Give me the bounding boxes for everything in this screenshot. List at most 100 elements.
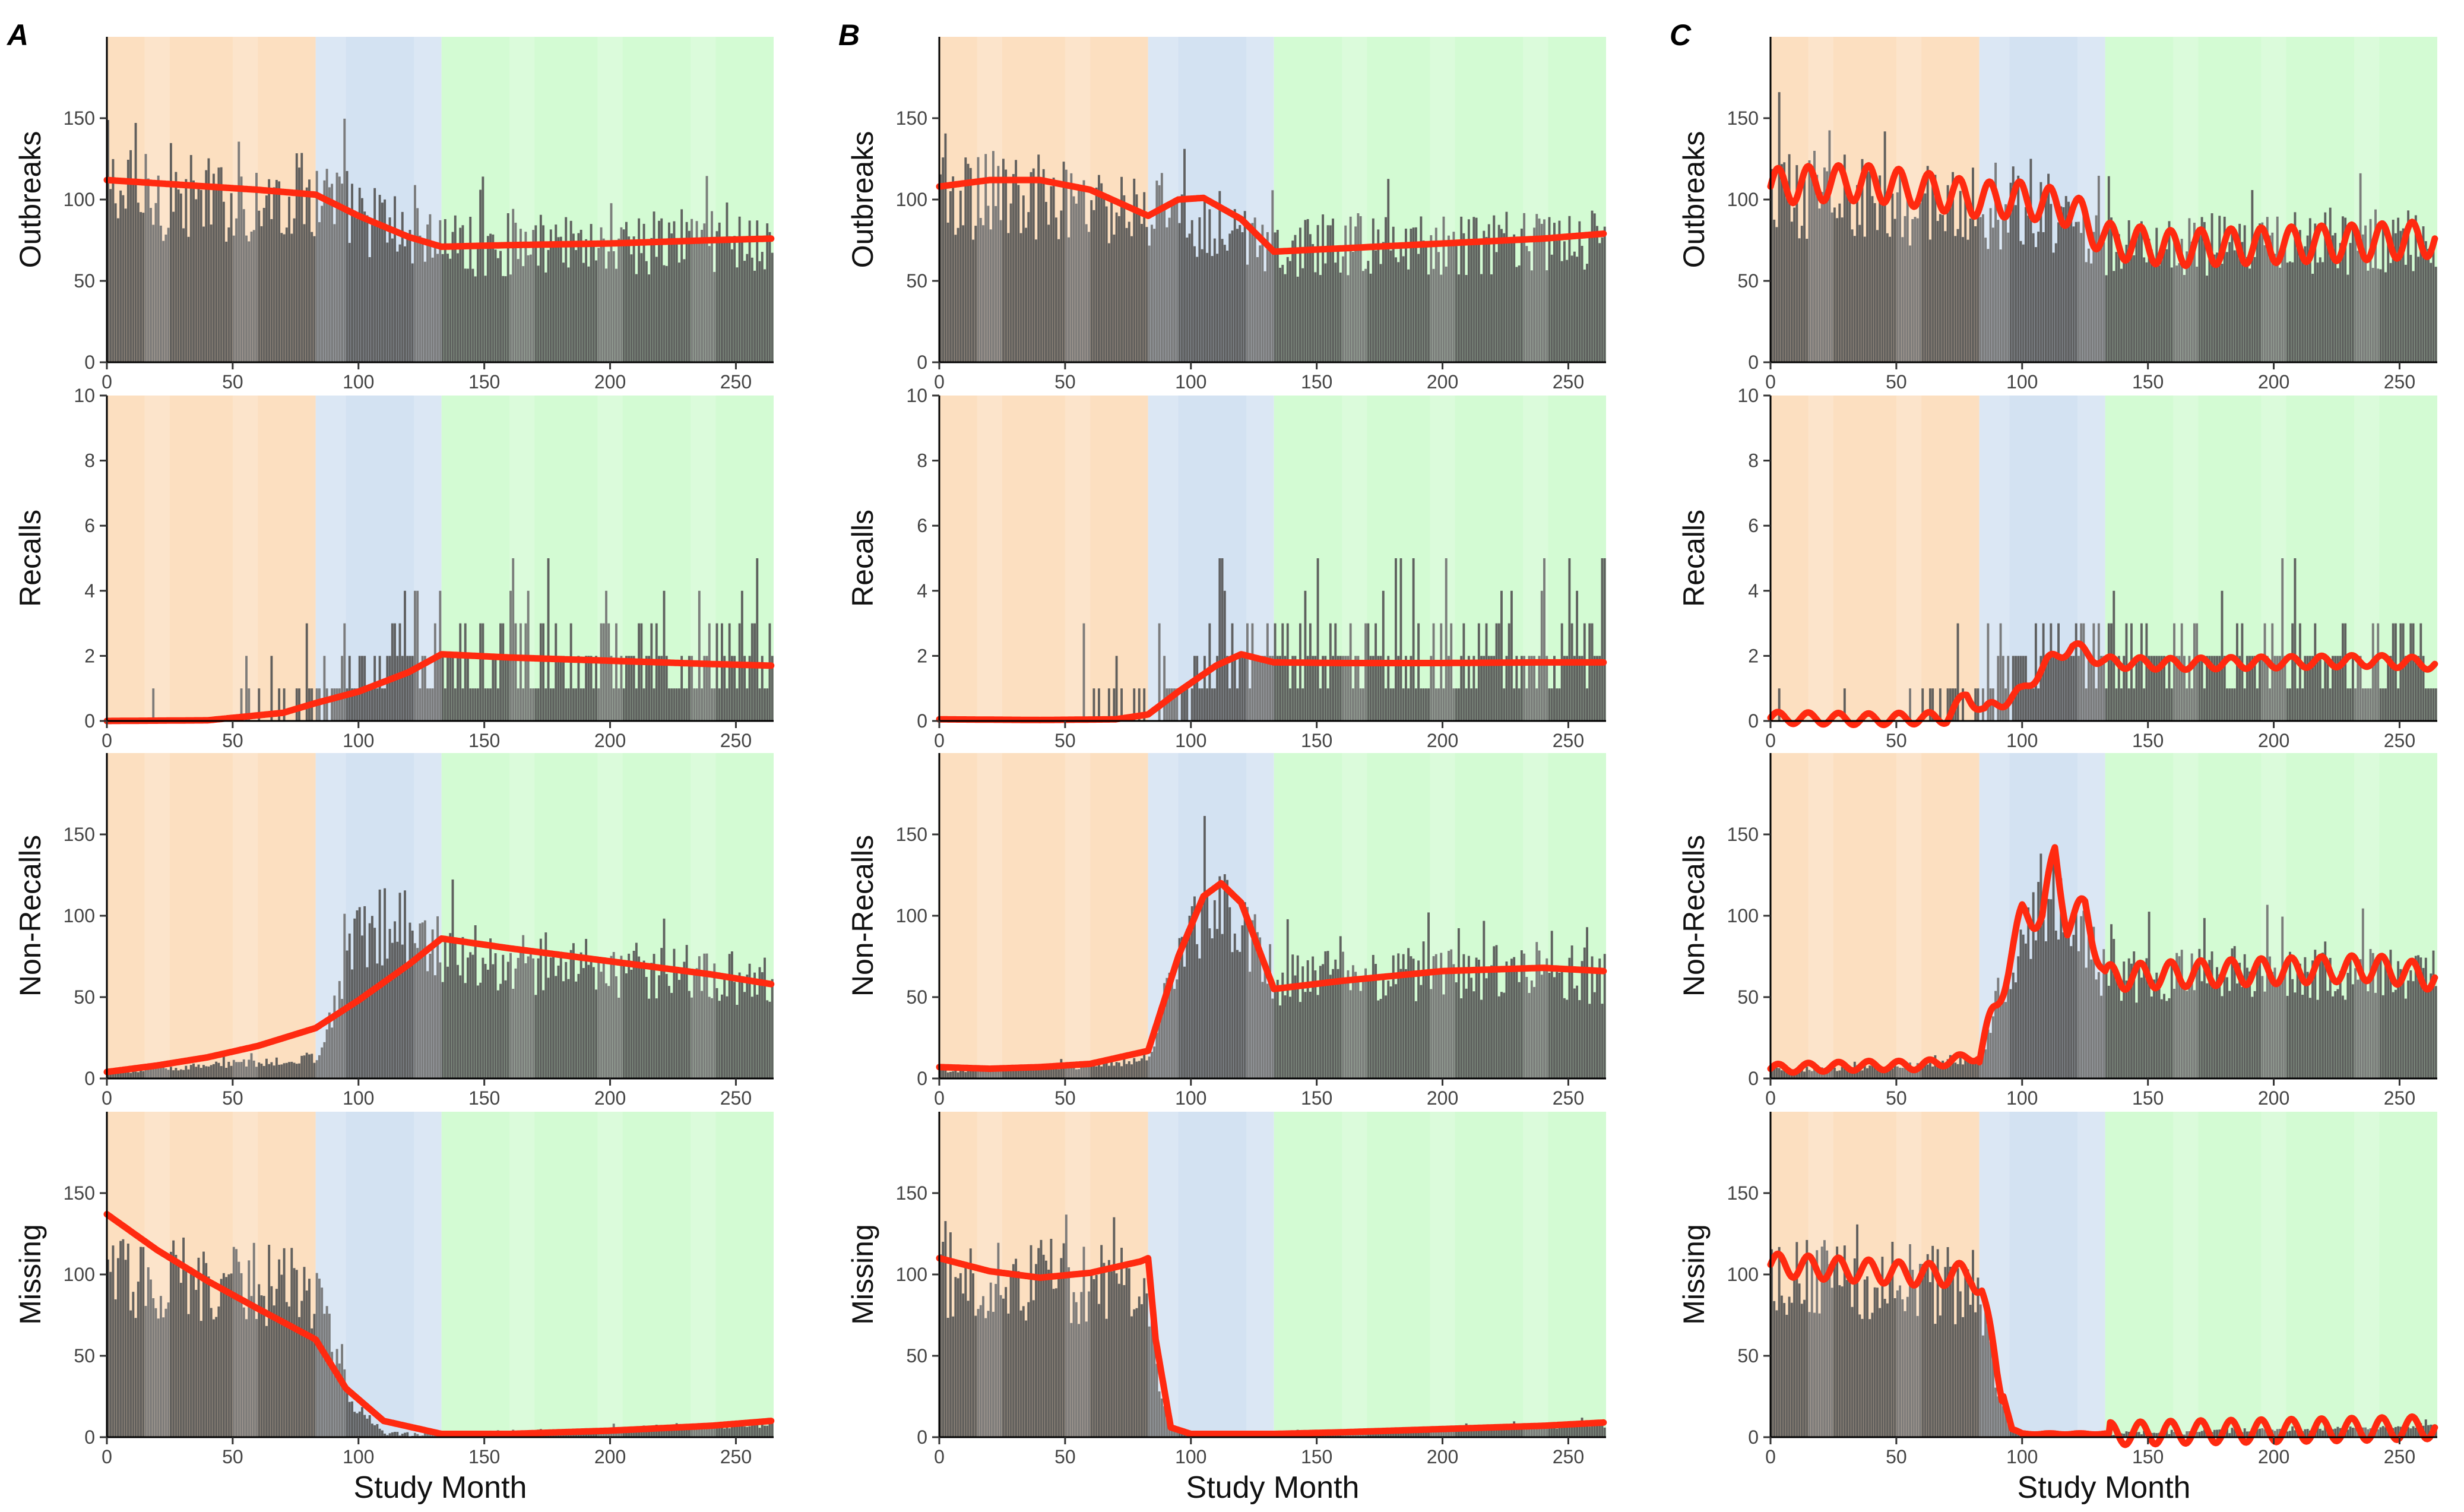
bar: [2311, 273, 2314, 362]
bar: [486, 969, 489, 1078]
bar: [1145, 227, 1148, 362]
bar: [2190, 688, 2193, 721]
bar: [1445, 558, 1448, 721]
bar: [1513, 234, 1516, 362]
bar: [2336, 1426, 2339, 1437]
bar: [343, 1369, 346, 1437]
bar: [1601, 1422, 1604, 1437]
bar: [2246, 967, 2248, 1078]
bar: [2123, 656, 2126, 721]
bar: [260, 1295, 263, 1437]
bar: [2223, 216, 2226, 362]
bar: [1946, 688, 1949, 721]
bar: [1193, 246, 1196, 362]
bar: [1843, 1067, 1846, 1078]
bar: [2047, 899, 2050, 1078]
bar: [1314, 970, 1317, 1078]
bar: [411, 263, 414, 362]
bar: [394, 921, 397, 1078]
bar: [1793, 207, 1796, 362]
bar: [366, 1418, 369, 1437]
bar: [1518, 265, 1521, 362]
bar: [2221, 590, 2224, 721]
bar: [451, 656, 454, 721]
bar: [2087, 248, 2090, 362]
bar: [1959, 1291, 1962, 1437]
bar: [1563, 998, 1566, 1078]
bar: [1298, 227, 1301, 362]
bar: [1050, 186, 1053, 362]
bar: [159, 1296, 162, 1437]
bar: [416, 1434, 419, 1437]
bar: [1125, 227, 1128, 362]
bar: [1432, 268, 1435, 362]
bar: [701, 688, 704, 721]
bar: [298, 167, 300, 362]
bar: [1201, 688, 1204, 721]
bar: [597, 957, 600, 1078]
bar: [2193, 990, 2196, 1078]
bar: [114, 1073, 117, 1078]
bar: [2361, 234, 2364, 362]
y-tick-label: 100: [1727, 905, 1759, 926]
bar: [2113, 271, 2115, 362]
bar: [607, 1431, 610, 1437]
bar: [1601, 237, 1604, 362]
bar: [1507, 971, 1510, 1078]
bar: [1183, 148, 1186, 362]
bar: [1868, 1319, 1871, 1437]
bar: [1166, 1415, 1168, 1437]
bar: [1351, 688, 1354, 721]
bar: [2286, 995, 2289, 1078]
bar: [569, 623, 572, 721]
bar: [444, 935, 446, 1078]
bar: [625, 973, 628, 1078]
bar: [1228, 688, 1231, 721]
bar: [771, 1423, 774, 1437]
bar: [466, 656, 469, 721]
bar: [668, 688, 670, 721]
bar: [967, 1070, 970, 1078]
bar: [740, 1425, 743, 1437]
bar: [391, 1432, 394, 1437]
bar: [2322, 688, 2324, 721]
bar: [222, 1273, 225, 1437]
bar: [959, 1273, 962, 1437]
bar: [630, 656, 633, 721]
bar: [2004, 1002, 2007, 1078]
bar: [1044, 1260, 1047, 1437]
bar: [124, 1260, 127, 1437]
bar: [1135, 1061, 1138, 1078]
bar: [1430, 1429, 1433, 1437]
bar: [1543, 1426, 1545, 1437]
bar: [1518, 1427, 1521, 1437]
bar: [999, 220, 1002, 362]
bar: [635, 274, 638, 362]
bar: [1545, 656, 1548, 721]
bar: [1361, 271, 1364, 362]
bar: [496, 990, 499, 1078]
bar: [1909, 688, 1911, 721]
bar: [1211, 938, 1214, 1078]
bar: [368, 923, 371, 1078]
bar: [1075, 203, 1078, 362]
bar: [1470, 1429, 1473, 1437]
bar: [2047, 656, 2050, 721]
bar: [2397, 1426, 2400, 1437]
bar: [1402, 954, 1405, 1078]
bar: [688, 1426, 691, 1437]
bar: [258, 1062, 261, 1078]
bar: [1150, 1292, 1153, 1437]
bar: [1412, 959, 1415, 1078]
bar: [2359, 959, 2362, 1078]
bar: [1420, 688, 1423, 721]
bar: [567, 267, 570, 362]
bar: [1249, 688, 1252, 721]
bar: [366, 215, 369, 362]
bar: [1324, 951, 1327, 1078]
bar: [1788, 1296, 1791, 1437]
bar: [1437, 688, 1440, 721]
bar: [1183, 966, 1186, 1078]
bar: [2004, 204, 2007, 362]
bar: [2314, 223, 2317, 362]
